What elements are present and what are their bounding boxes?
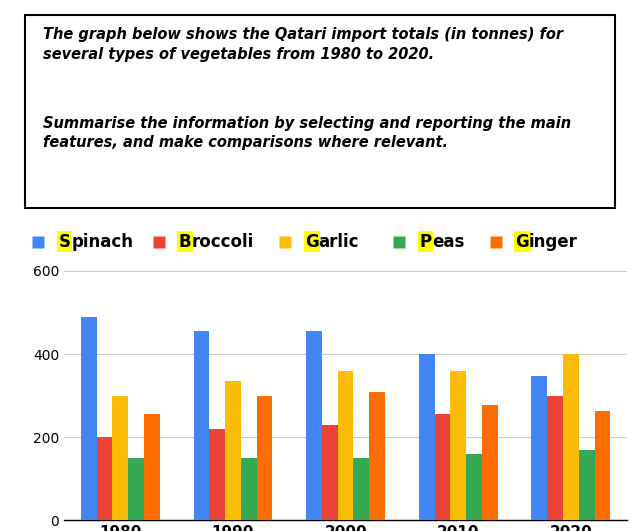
Bar [241,458,257,520]
Bar [306,331,322,520]
Text: inger: inger [529,233,578,251]
Bar [451,372,466,520]
Bar [144,414,160,520]
Text: B: B [179,233,191,251]
Bar [113,396,128,520]
Bar [547,396,563,520]
Bar [257,396,273,520]
Bar [209,429,225,520]
Text: The graph below shows the Qatari import totals (in tonnes) for
several types of : The graph below shows the Qatari import … [44,27,563,62]
Bar [466,454,482,520]
Text: S: S [58,233,70,251]
Text: pinach: pinach [72,233,134,251]
Text: eas: eas [433,233,465,251]
Bar [97,437,113,520]
Bar [595,412,611,520]
Text: arlic: arlic [318,233,358,251]
Bar [225,381,241,520]
Bar [579,450,595,520]
FancyBboxPatch shape [25,15,615,208]
Bar [128,458,144,520]
Bar [353,458,369,520]
Bar [531,375,547,520]
Text: G: G [305,233,319,251]
Bar [419,354,435,520]
Bar [322,425,338,520]
Bar [338,372,353,520]
Bar [563,354,579,520]
Bar [193,331,209,520]
Bar [369,392,385,520]
Text: G: G [516,233,529,251]
Bar [435,414,451,520]
Bar [482,405,498,520]
Text: Summarise the information by selecting and reporting the main
features, and make: Summarise the information by selecting a… [44,116,572,150]
Bar [81,316,97,520]
Text: roccoli: roccoli [192,233,254,251]
Text: P: P [419,233,431,251]
